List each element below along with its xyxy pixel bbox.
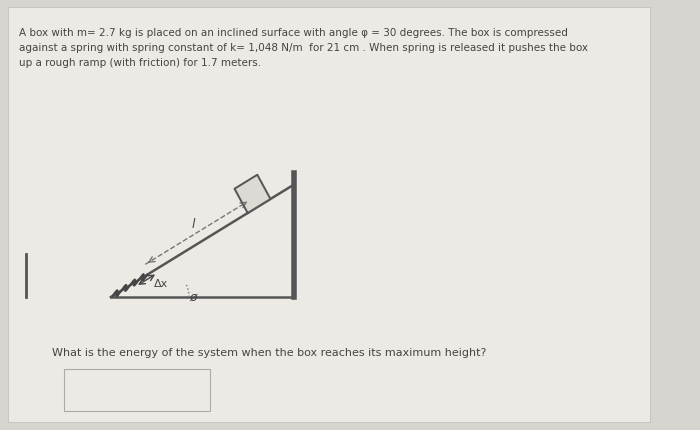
- Text: What is the energy of the system when the box reaches its maximum height?: What is the energy of the system when th…: [52, 347, 486, 357]
- Polygon shape: [234, 175, 270, 214]
- Text: l: l: [191, 218, 195, 230]
- Text: ø: ø: [189, 290, 197, 303]
- Text: A box with m= 2.7 kg is placed on an inclined surface with angle φ = 30 degrees.: A box with m= 2.7 kg is placed on an inc…: [19, 28, 588, 68]
- FancyBboxPatch shape: [64, 369, 209, 411]
- Text: Δx: Δx: [154, 278, 169, 288]
- FancyBboxPatch shape: [8, 8, 650, 422]
